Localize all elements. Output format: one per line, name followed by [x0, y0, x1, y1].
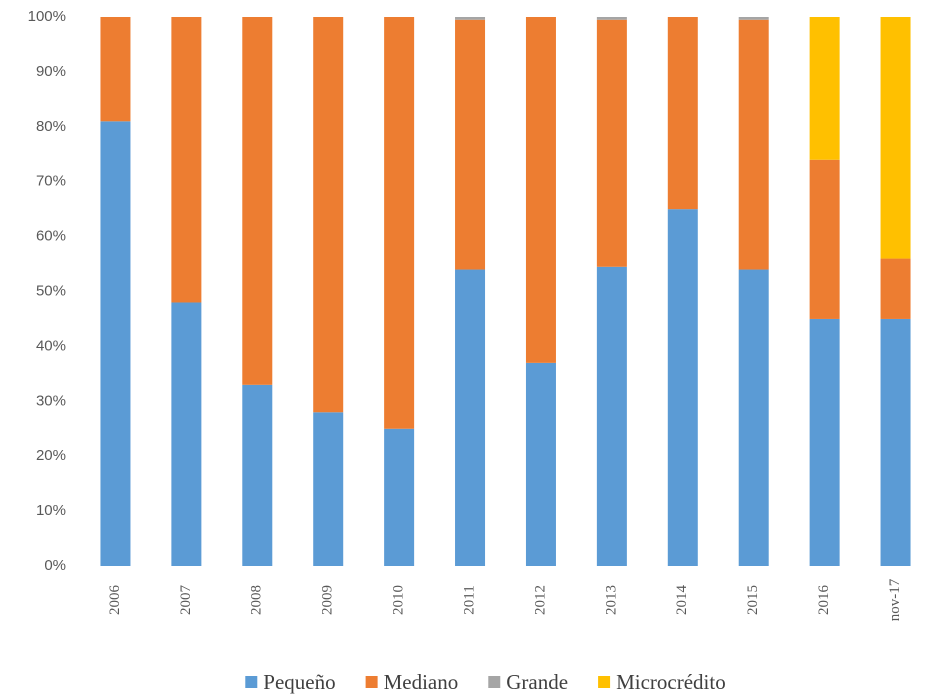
bar-segment	[596, 19, 627, 267]
bar-segment	[455, 17, 486, 20]
bar-segment	[100, 17, 131, 122]
y-tick-label: 40%	[36, 337, 66, 354]
bar-segment	[384, 17, 415, 429]
legend-swatch	[245, 676, 258, 688]
x-tick-label: 2013	[603, 585, 619, 615]
bar-segment	[313, 412, 344, 566]
bar-segment	[738, 19, 769, 270]
x-tick-label: 2011	[461, 585, 477, 614]
bar-segment	[313, 17, 344, 413]
legend-label: Grande	[506, 670, 568, 694]
y-tick-label: 90%	[36, 63, 66, 80]
bar-segment	[809, 318, 840, 566]
x-tick-label: 2015	[745, 585, 761, 615]
y-tick-label: 100%	[28, 8, 66, 25]
y-tick-label: 10%	[36, 502, 66, 519]
bar-segment	[738, 17, 769, 20]
x-tick-label: 2008	[249, 585, 265, 615]
x-tick-label: 2014	[674, 585, 690, 616]
bar-segment	[455, 19, 486, 270]
y-tick-label: 20%	[36, 447, 66, 464]
legend-label: Microcrédito	[616, 670, 726, 694]
x-tick-label: 2012	[532, 585, 548, 615]
y-tick-label: 70%	[36, 173, 66, 190]
legend-label: Pequeño	[263, 670, 335, 694]
legend-swatch	[488, 676, 501, 688]
y-tick-label: 60%	[36, 228, 66, 245]
x-tick-label: 2007	[178, 585, 194, 616]
bar-segment	[596, 17, 627, 20]
y-tick-label: 80%	[36, 118, 66, 135]
x-tick-label: 2009	[320, 585, 336, 615]
legend-swatch	[365, 676, 378, 688]
x-tick-label: nov-17	[887, 578, 903, 621]
bar-segment	[738, 269, 769, 566]
x-tick-label: 2016	[816, 585, 832, 616]
bar-segment	[525, 362, 556, 566]
bar-segment	[596, 266, 627, 566]
legend-label: Mediano	[384, 670, 459, 694]
y-tick-label: 30%	[36, 392, 66, 409]
bar-segment	[809, 159, 840, 319]
legend-swatch	[598, 676, 611, 688]
bar-segment	[667, 209, 698, 566]
bar-segment	[880, 318, 911, 566]
bar-segment	[525, 17, 556, 363]
bar-segment	[880, 17, 911, 259]
bar-segment	[809, 17, 840, 160]
y-tick-label: 0%	[44, 557, 66, 574]
bar-segment	[667, 17, 698, 210]
bar-segment	[171, 302, 202, 566]
bar-segment	[242, 384, 273, 566]
bar-segment	[171, 17, 202, 303]
bar-segment	[455, 269, 486, 566]
x-tick-label: 2010	[391, 585, 407, 615]
bar-segment	[384, 428, 415, 566]
bar-segment	[100, 121, 131, 566]
x-tick-label: 2006	[107, 585, 123, 616]
bar-segment	[880, 258, 911, 319]
bar-segment	[242, 17, 273, 385]
y-tick-label: 50%	[36, 282, 66, 299]
